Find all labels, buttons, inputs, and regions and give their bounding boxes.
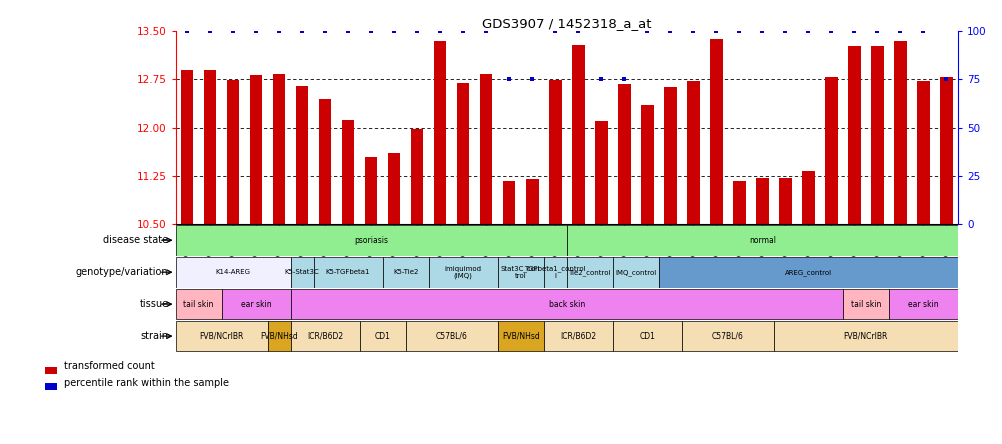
Bar bbox=[779, 178, 791, 224]
Text: genotype/variation: genotype/variation bbox=[76, 267, 168, 277]
Text: normal: normal bbox=[748, 236, 775, 245]
Bar bbox=[756, 178, 768, 224]
Text: K5-TGFbeta1: K5-TGFbeta1 bbox=[326, 269, 370, 275]
Title: GDS3907 / 1452318_a_at: GDS3907 / 1452318_a_at bbox=[482, 17, 650, 30]
Bar bbox=[411, 129, 423, 224]
Bar bbox=[939, 77, 952, 224]
Bar bbox=[617, 84, 630, 224]
Bar bbox=[543, 321, 612, 352]
Text: Tie2_control: Tie2_control bbox=[568, 269, 610, 276]
Text: disease state: disease state bbox=[103, 235, 168, 245]
Bar bbox=[825, 77, 837, 224]
Bar bbox=[365, 157, 377, 224]
Bar bbox=[175, 257, 291, 288]
Text: FVB/NCrIBR: FVB/NCrIBR bbox=[199, 332, 243, 341]
Bar bbox=[456, 83, 469, 224]
Bar bbox=[175, 321, 268, 352]
Text: ear skin: ear skin bbox=[240, 300, 272, 309]
Text: tail skin: tail skin bbox=[183, 300, 213, 309]
Bar bbox=[663, 87, 676, 224]
Bar bbox=[428, 257, 497, 288]
Text: percentile rank within the sample: percentile rank within the sample bbox=[63, 378, 228, 388]
Text: AREG_control: AREG_control bbox=[784, 269, 831, 276]
Text: psoriasis: psoriasis bbox=[354, 236, 388, 245]
Text: strain: strain bbox=[140, 331, 168, 341]
Bar bbox=[405, 321, 497, 352]
Text: CD1: CD1 bbox=[638, 332, 654, 341]
Bar bbox=[203, 70, 216, 224]
Bar bbox=[175, 225, 566, 256]
Bar bbox=[566, 257, 612, 288]
Bar bbox=[888, 289, 957, 320]
Bar bbox=[916, 81, 929, 224]
Text: TGFbeta1_control
l: TGFbeta1_control l bbox=[524, 266, 585, 279]
Bar bbox=[319, 99, 331, 224]
Text: K14-AREG: K14-AREG bbox=[215, 269, 250, 275]
Text: K5-Tie2: K5-Tie2 bbox=[393, 269, 418, 275]
Bar bbox=[594, 121, 607, 224]
Bar bbox=[45, 367, 57, 373]
Text: FVB/NCrIBR: FVB/NCrIBR bbox=[843, 332, 887, 341]
Bar bbox=[686, 81, 698, 224]
Bar bbox=[847, 46, 860, 224]
Bar bbox=[497, 257, 543, 288]
Text: FVB/NHsd: FVB/NHsd bbox=[501, 332, 539, 341]
Bar bbox=[45, 383, 57, 390]
Bar bbox=[658, 257, 957, 288]
Bar bbox=[360, 321, 405, 352]
Text: ICR/B6D2: ICR/B6D2 bbox=[559, 332, 595, 341]
Text: ICR/B6D2: ICR/B6D2 bbox=[307, 332, 343, 341]
Bar bbox=[226, 80, 239, 224]
Bar bbox=[548, 80, 561, 224]
Bar bbox=[342, 120, 354, 224]
Bar bbox=[434, 41, 446, 224]
Text: K5-Stat3C: K5-Stat3C bbox=[285, 269, 319, 275]
Bar bbox=[802, 171, 814, 224]
Bar bbox=[314, 257, 382, 288]
Bar bbox=[296, 86, 308, 224]
Text: tissue: tissue bbox=[139, 299, 168, 309]
Bar bbox=[382, 257, 428, 288]
Bar bbox=[612, 321, 681, 352]
Text: back skin: back skin bbox=[548, 300, 584, 309]
Bar bbox=[543, 257, 566, 288]
Bar bbox=[773, 321, 957, 352]
Bar bbox=[175, 289, 221, 320]
Bar bbox=[291, 289, 842, 320]
Bar bbox=[525, 179, 538, 224]
Text: tail skin: tail skin bbox=[850, 300, 880, 309]
Text: FVB/NHsd: FVB/NHsd bbox=[260, 332, 298, 341]
Bar bbox=[640, 105, 653, 224]
Bar bbox=[893, 41, 906, 224]
Bar bbox=[612, 257, 658, 288]
Bar bbox=[870, 46, 883, 224]
Text: imiquimod
(IMQ): imiquimod (IMQ) bbox=[444, 266, 481, 279]
Bar bbox=[709, 39, 721, 224]
Bar bbox=[221, 289, 291, 320]
Bar bbox=[681, 321, 773, 352]
Text: ear skin: ear skin bbox=[907, 300, 938, 309]
Text: Stat3C_con
trol: Stat3C_con trol bbox=[500, 266, 540, 279]
Bar bbox=[291, 321, 360, 352]
Bar bbox=[732, 181, 744, 224]
Bar bbox=[180, 70, 193, 224]
Bar bbox=[479, 74, 492, 224]
Bar bbox=[497, 321, 543, 352]
Bar bbox=[273, 74, 286, 224]
Text: CD1: CD1 bbox=[375, 332, 390, 341]
Text: transformed count: transformed count bbox=[63, 361, 154, 372]
Text: C57BL/6: C57BL/6 bbox=[435, 332, 467, 341]
Bar bbox=[571, 45, 584, 224]
Bar bbox=[502, 181, 515, 224]
Bar bbox=[291, 257, 314, 288]
Bar bbox=[268, 321, 291, 352]
Bar bbox=[388, 154, 400, 224]
Bar bbox=[249, 75, 263, 224]
Text: IMQ_control: IMQ_control bbox=[614, 269, 655, 276]
Bar bbox=[842, 289, 888, 320]
Text: C57BL/6: C57BL/6 bbox=[711, 332, 742, 341]
Bar bbox=[566, 225, 957, 256]
